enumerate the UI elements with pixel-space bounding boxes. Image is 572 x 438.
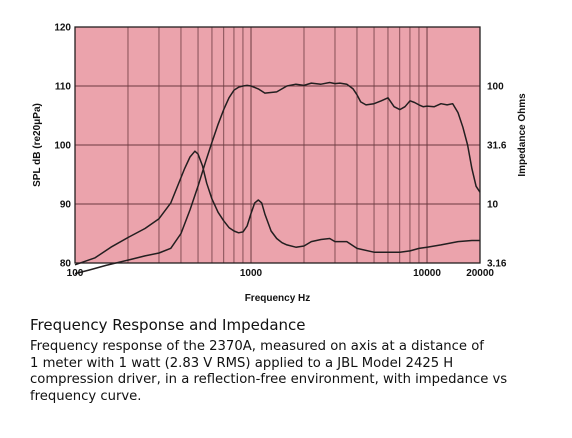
x-tick-label: 1000 [240,268,263,279]
left-tick-label: 100 [54,141,71,152]
data-curves [74,81,481,275]
caption-line: 1 meter with 1 watt (2.83 V RMS) applied… [30,355,454,371]
left-axis-ticks: 80 90 100 110 120 [54,23,71,270]
right-tick-label: 10 [487,199,499,210]
left-tick-label: 90 [60,200,72,211]
right-axis-title: Impedance Ohms [517,93,528,177]
left-tick-label: 80 [60,259,72,270]
plot-frame [74,26,481,264]
x-axis-ticks: 100 1000 10000 20000 [67,268,495,279]
spl-curve [74,81,481,275]
horizontal-gridlines [75,85,480,205]
left-axis-title: SPL dB (re20μPa) [32,103,43,187]
left-tick-label: 110 [55,82,72,93]
impedance-curve [74,150,480,266]
x-tick-label: 10000 [413,268,441,279]
right-tick-label: 3.16 [487,259,507,270]
caption-body: Frequency response of the 2370A, measure… [30,339,560,405]
x-tick-label: 100 [67,268,84,279]
right-tick-label: 31.6 [487,141,507,152]
left-tick-label: 120 [54,23,71,34]
caption-title: Frequency Response and Impedance [30,316,306,334]
caption-line: Frequency response of the 2370A, measure… [30,339,484,354]
caption-line: compression driver, in a reflection-free… [30,372,508,388]
caption-line: frequency curve. [30,388,142,404]
right-axis-ticks: 3.16 10 31.6 100 [487,81,507,269]
x-axis-title: Frequency Hz [245,293,311,304]
right-tick-label: 100 [487,81,504,92]
x-tick-label: 20000 [466,268,494,279]
